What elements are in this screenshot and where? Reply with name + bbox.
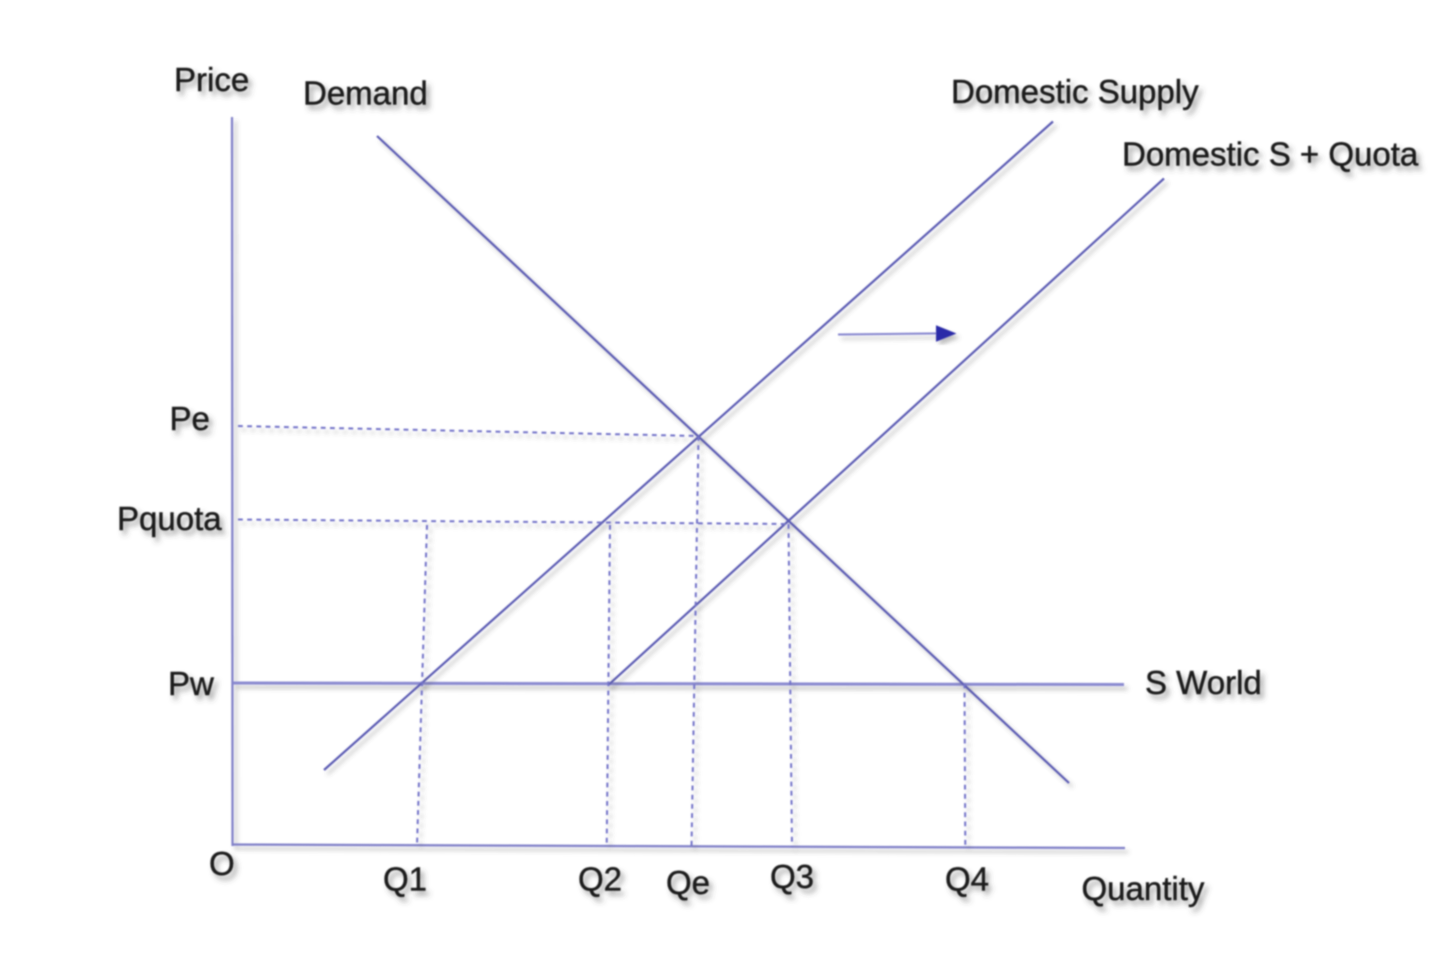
- svg-text:Quantity: Quantity: [1082, 870, 1205, 907]
- svg-text:Q2: Q2: [578, 861, 622, 898]
- svg-text:Domestic S + Quota: Domestic S + Quota: [1122, 136, 1419, 173]
- svg-text:Pw: Pw: [168, 665, 214, 702]
- svg-text:Qe: Qe: [666, 864, 710, 901]
- svg-text:Pquota: Pquota: [117, 500, 222, 537]
- svg-text:Q3: Q3: [770, 858, 814, 895]
- svg-text:Q1: Q1: [383, 861, 427, 898]
- svg-text:Demand: Demand: [303, 75, 428, 112]
- svg-text:Pe: Pe: [170, 400, 210, 437]
- svg-text:O: O: [209, 845, 235, 882]
- svg-text:Q4: Q4: [945, 861, 989, 898]
- svg-text:S World: S World: [1145, 664, 1262, 701]
- svg-text:Price: Price: [174, 61, 249, 98]
- svg-text:Domestic Supply: Domestic Supply: [951, 73, 1199, 110]
